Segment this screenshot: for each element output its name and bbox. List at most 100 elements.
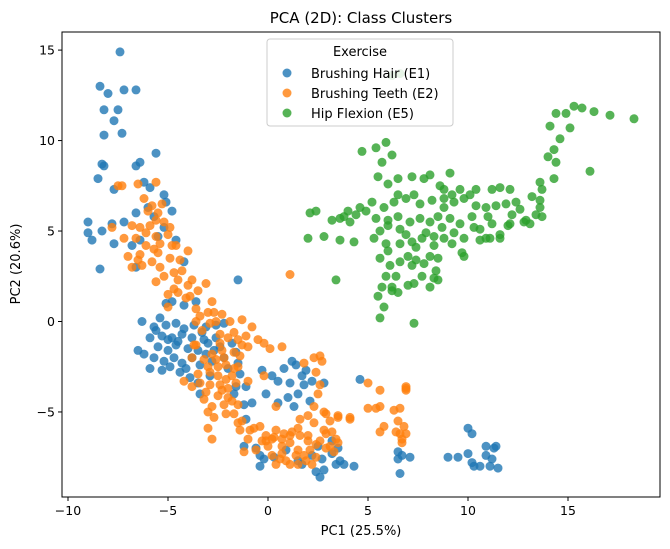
point-brushing-teeth-e2-26 (127, 262, 137, 272)
point-brushing-hair-e1-118 (293, 389, 303, 399)
point-hip-flexion-e5-50 (401, 194, 411, 203)
point-brushing-hair-e1-19 (145, 183, 155, 193)
point-brushing-hair-e1-55 (145, 333, 155, 343)
point-hip-flexion-e5-88 (319, 232, 329, 241)
point-hip-flexion-e5-87 (303, 233, 313, 243)
point-brushing-teeth-e2-203 (163, 302, 173, 312)
point-brushing-hair-e1-152 (453, 452, 463, 462)
point-hip-flexion-e5-129 (409, 318, 419, 328)
point-brushing-hair-e1-153 (463, 449, 473, 459)
point-hip-flexion-e5-27 (387, 150, 397, 160)
point-brushing-hair-e1-105 (273, 376, 283, 386)
point-brushing-teeth-e2-153 (287, 427, 297, 437)
point-hip-flexion-e5-126 (387, 286, 397, 296)
point-hip-flexion-e5-60 (501, 199, 511, 209)
point-hip-flexion-e5-67 (483, 212, 493, 222)
point-brushing-hair-e1-117 (283, 393, 293, 402)
point-brushing-hair-e1-126 (259, 454, 269, 464)
point-brushing-teeth-e2-163 (275, 454, 285, 464)
point-brushing-teeth-e2-110 (315, 380, 325, 390)
point-brushing-teeth-e2-195 (207, 434, 217, 444)
point-hip-flexion-e5-128 (375, 313, 385, 323)
point-brushing-teeth-e2-9 (151, 215, 161, 225)
point-brushing-hair-e1-58 (177, 329, 187, 339)
point-brushing-hair-e1-32 (109, 239, 119, 249)
point-hip-flexion-e5-54 (439, 194, 449, 203)
point-brushing-teeth-e2-98 (181, 293, 191, 303)
point-hip-flexion-e5-140 (383, 221, 393, 231)
point-brushing-hair-e1-132 (319, 465, 329, 475)
point-brushing-teeth-e2-112 (309, 402, 319, 411)
point-hip-flexion-e5-10 (555, 134, 565, 144)
point-brushing-teeth-e2-131 (277, 441, 287, 451)
plot-frame (61, 31, 661, 498)
point-brushing-teeth-e2-199 (183, 246, 193, 256)
point-brushing-teeth-e2-85 (215, 338, 225, 348)
point-hip-flexion-e5-148 (519, 217, 529, 227)
point-brushing-teeth-e2-188 (271, 402, 281, 411)
point-brushing-hair-e1-11 (99, 161, 109, 171)
point-brushing-teeth-e2-167 (375, 402, 385, 411)
point-hip-flexion-e5-73 (425, 217, 435, 227)
point-hip-flexion-e5-110 (425, 251, 435, 261)
point-hip-flexion-e5-125 (373, 291, 383, 301)
point-brushing-teeth-e2-94 (141, 228, 151, 238)
point-brushing-hair-e1-0 (115, 47, 125, 57)
point-brushing-hair-e1-2 (103, 89, 113, 98)
point-brushing-teeth-e2-34 (159, 271, 169, 281)
point-brushing-hair-e1-142 (355, 374, 365, 384)
point-brushing-teeth-e2-117 (325, 416, 335, 426)
point-brushing-teeth-e2-178 (399, 421, 409, 431)
point-hip-flexion-e5-145 (403, 280, 413, 290)
point-brushing-teeth-e2-205 (261, 436, 271, 446)
point-hip-flexion-e5-11 (565, 123, 575, 133)
point-hip-flexion-e5-34 (425, 170, 435, 180)
point-brushing-teeth-e2-103 (231, 378, 241, 388)
point-brushing-hair-e1-49 (171, 318, 181, 328)
point-brushing-teeth-e2-206 (345, 414, 355, 424)
point-brushing-hair-e1-63 (163, 345, 173, 355)
point-hip-flexion-e5-149 (433, 212, 443, 222)
point-hip-flexion-e5-143 (439, 203, 449, 212)
point-brushing-teeth-e2-81 (237, 315, 247, 325)
point-hip-flexion-e5-113 (381, 271, 391, 281)
point-brushing-teeth-e2-28 (147, 257, 157, 267)
point-hip-flexion-e5-32 (407, 172, 417, 182)
point-hip-flexion-e5-78 (371, 213, 381, 223)
point-hip-flexion-e5-103 (383, 246, 393, 256)
point-brushing-teeth-e2-171 (395, 403, 405, 413)
point-hip-flexion-e5-141 (411, 242, 421, 252)
point-brushing-teeth-e2-13 (151, 232, 161, 241)
point-hip-flexion-e5-41 (471, 184, 481, 194)
y-tick-label--5: −5 (37, 404, 55, 419)
point-brushing-hair-e1-107 (297, 371, 307, 381)
point-brushing-teeth-e2-207 (329, 447, 339, 457)
point-brushing-hair-e1-164 (491, 441, 501, 451)
x-tick-label-10: 10 (460, 503, 476, 518)
point-brushing-hair-e1-90 (133, 345, 143, 355)
legend-marker-brushing-teeth (282, 88, 292, 98)
point-brushing-teeth-e2-114 (295, 414, 305, 424)
point-brushing-hair-e1-3 (119, 85, 129, 95)
point-brushing-hair-e1-48 (161, 320, 171, 330)
point-brushing-teeth-e2-194 (243, 376, 253, 386)
x-tick-label-0: 0 (264, 503, 272, 518)
point-brushing-hair-e1-115 (261, 389, 271, 399)
point-hip-flexion-e5-9 (545, 121, 555, 131)
point-brushing-hair-e1-15 (151, 148, 161, 158)
point-brushing-teeth-e2-165 (363, 403, 373, 413)
x-tick-label--5: −5 (159, 503, 177, 518)
point-brushing-teeth-e2-158 (277, 434, 287, 444)
point-hip-flexion-e5-71 (445, 213, 455, 223)
point-brushing-teeth-e2-61 (195, 378, 205, 388)
point-hip-flexion-e5-74 (415, 213, 425, 223)
point-brushing-teeth-e2-183 (401, 385, 411, 395)
point-hip-flexion-e5-46 (367, 197, 377, 207)
point-brushing-teeth-e2-192 (259, 371, 269, 381)
point-brushing-hair-e1-101 (267, 371, 277, 381)
point-hip-flexion-e5-23 (585, 166, 595, 176)
point-hip-flexion-e5-36 (445, 168, 455, 178)
point-brushing-teeth-e2-68 (199, 394, 209, 404)
point-brushing-teeth-e2-14 (135, 222, 145, 232)
